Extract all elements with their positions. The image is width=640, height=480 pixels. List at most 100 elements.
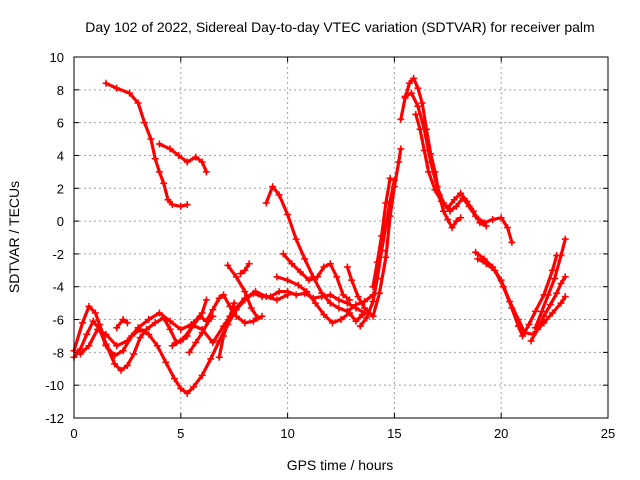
y-tick-label: 4 bbox=[57, 148, 64, 163]
data-point-marker bbox=[390, 176, 398, 184]
data-point-marker bbox=[544, 291, 552, 299]
data-point-marker bbox=[557, 279, 565, 287]
data-point-marker bbox=[237, 270, 245, 278]
data-point-marker bbox=[450, 196, 458, 204]
data-point-marker bbox=[412, 110, 420, 118]
data-point-marker bbox=[153, 342, 161, 350]
data-point-marker bbox=[326, 260, 334, 268]
data-point-marker bbox=[273, 273, 281, 281]
data-point-marker bbox=[192, 153, 200, 161]
y-tick-label: 0 bbox=[57, 214, 64, 229]
data-point-marker bbox=[93, 325, 101, 333]
data-point-marker bbox=[437, 197, 445, 205]
data-point-marker bbox=[346, 309, 354, 317]
data-point-marker bbox=[147, 135, 155, 143]
data-point-marker bbox=[183, 332, 191, 340]
data-point-marker bbox=[241, 288, 249, 296]
data-point-marker bbox=[140, 119, 148, 127]
data-point-marker bbox=[76, 350, 84, 358]
data-point-marker bbox=[168, 201, 176, 209]
data-point-marker bbox=[143, 325, 151, 333]
data-point-marker bbox=[175, 151, 183, 159]
data-point-marker bbox=[273, 296, 281, 304]
x-tick-label: 10 bbox=[280, 426, 294, 441]
data-point-marker bbox=[155, 309, 163, 317]
data-point-marker bbox=[369, 312, 377, 320]
data-point-marker bbox=[489, 215, 497, 223]
data-point-marker bbox=[85, 302, 93, 310]
data-point-marker bbox=[292, 291, 300, 299]
data-point-marker bbox=[262, 199, 270, 207]
data-point-marker bbox=[425, 168, 433, 176]
data-point-marker bbox=[416, 125, 424, 133]
data-point-marker bbox=[190, 319, 198, 327]
data-point-marker bbox=[452, 202, 460, 210]
data-point-marker bbox=[113, 324, 121, 332]
x-tick-label: 25 bbox=[601, 426, 615, 441]
data-point-marker bbox=[427, 158, 435, 166]
data-point-marker bbox=[431, 186, 439, 194]
data-point-marker bbox=[561, 235, 569, 243]
data-point-marker bbox=[303, 288, 311, 296]
data-point-marker bbox=[275, 288, 283, 296]
data-point-marker bbox=[339, 291, 347, 299]
data-point-marker bbox=[232, 312, 240, 320]
data-point-marker bbox=[79, 319, 87, 327]
y-tick-label: -4 bbox=[52, 280, 64, 295]
series-line-arc22 bbox=[476, 253, 559, 338]
data-point-marker bbox=[123, 319, 131, 327]
data-point-marker bbox=[177, 325, 185, 333]
data-point-marker bbox=[145, 316, 153, 324]
data-point-marker bbox=[527, 337, 535, 345]
data-point-marker bbox=[305, 276, 313, 284]
data-point-marker bbox=[183, 389, 191, 397]
data-point-marker bbox=[296, 268, 304, 276]
x-tick-label: 15 bbox=[387, 426, 401, 441]
data-point-marker bbox=[232, 273, 240, 281]
data-point-marker bbox=[548, 266, 556, 274]
data-point-marker bbox=[356, 322, 364, 330]
data-point-marker bbox=[508, 304, 516, 312]
data-point-marker bbox=[269, 183, 277, 191]
data-point-marker bbox=[448, 224, 456, 232]
data-point-marker bbox=[183, 158, 191, 166]
data-point-marker bbox=[401, 92, 409, 100]
data-point-marker bbox=[102, 330, 110, 338]
data-point-marker bbox=[220, 332, 228, 340]
data-point-marker bbox=[123, 361, 131, 369]
data-point-marker bbox=[119, 316, 127, 324]
data-point-marker bbox=[311, 299, 319, 307]
data-point-marker bbox=[91, 309, 99, 317]
data-point-marker bbox=[335, 296, 343, 304]
series-group bbox=[70, 74, 569, 397]
data-point-marker bbox=[414, 84, 422, 92]
data-point-marker bbox=[375, 289, 383, 297]
data-point-marker bbox=[198, 309, 206, 317]
data-point-marker bbox=[111, 360, 119, 368]
data-point-marker bbox=[414, 102, 422, 110]
data-point-marker bbox=[472, 248, 480, 256]
data-point-marker bbox=[83, 330, 91, 338]
data-point-marker bbox=[249, 317, 257, 325]
data-point-marker bbox=[482, 222, 490, 230]
data-point-marker bbox=[224, 261, 232, 269]
data-point-marker bbox=[164, 196, 172, 204]
data-point-marker bbox=[245, 260, 253, 268]
plot-frame bbox=[73, 56, 609, 419]
data-point-marker bbox=[198, 158, 206, 166]
data-point-marker bbox=[352, 317, 360, 325]
data-point-marker bbox=[497, 214, 505, 222]
data-point-marker bbox=[166, 317, 174, 325]
data-point-marker bbox=[155, 168, 163, 176]
data-point-marker bbox=[457, 214, 465, 222]
data-point-marker bbox=[292, 235, 300, 243]
data-point-marker bbox=[352, 301, 360, 309]
data-point-marker bbox=[538, 307, 546, 315]
data-point-marker bbox=[452, 217, 460, 225]
data-point-marker bbox=[397, 115, 405, 123]
data-point-marker bbox=[134, 324, 142, 332]
data-point-marker bbox=[378, 232, 386, 240]
data-point-marker bbox=[102, 340, 110, 348]
data-point-marker bbox=[420, 147, 428, 155]
